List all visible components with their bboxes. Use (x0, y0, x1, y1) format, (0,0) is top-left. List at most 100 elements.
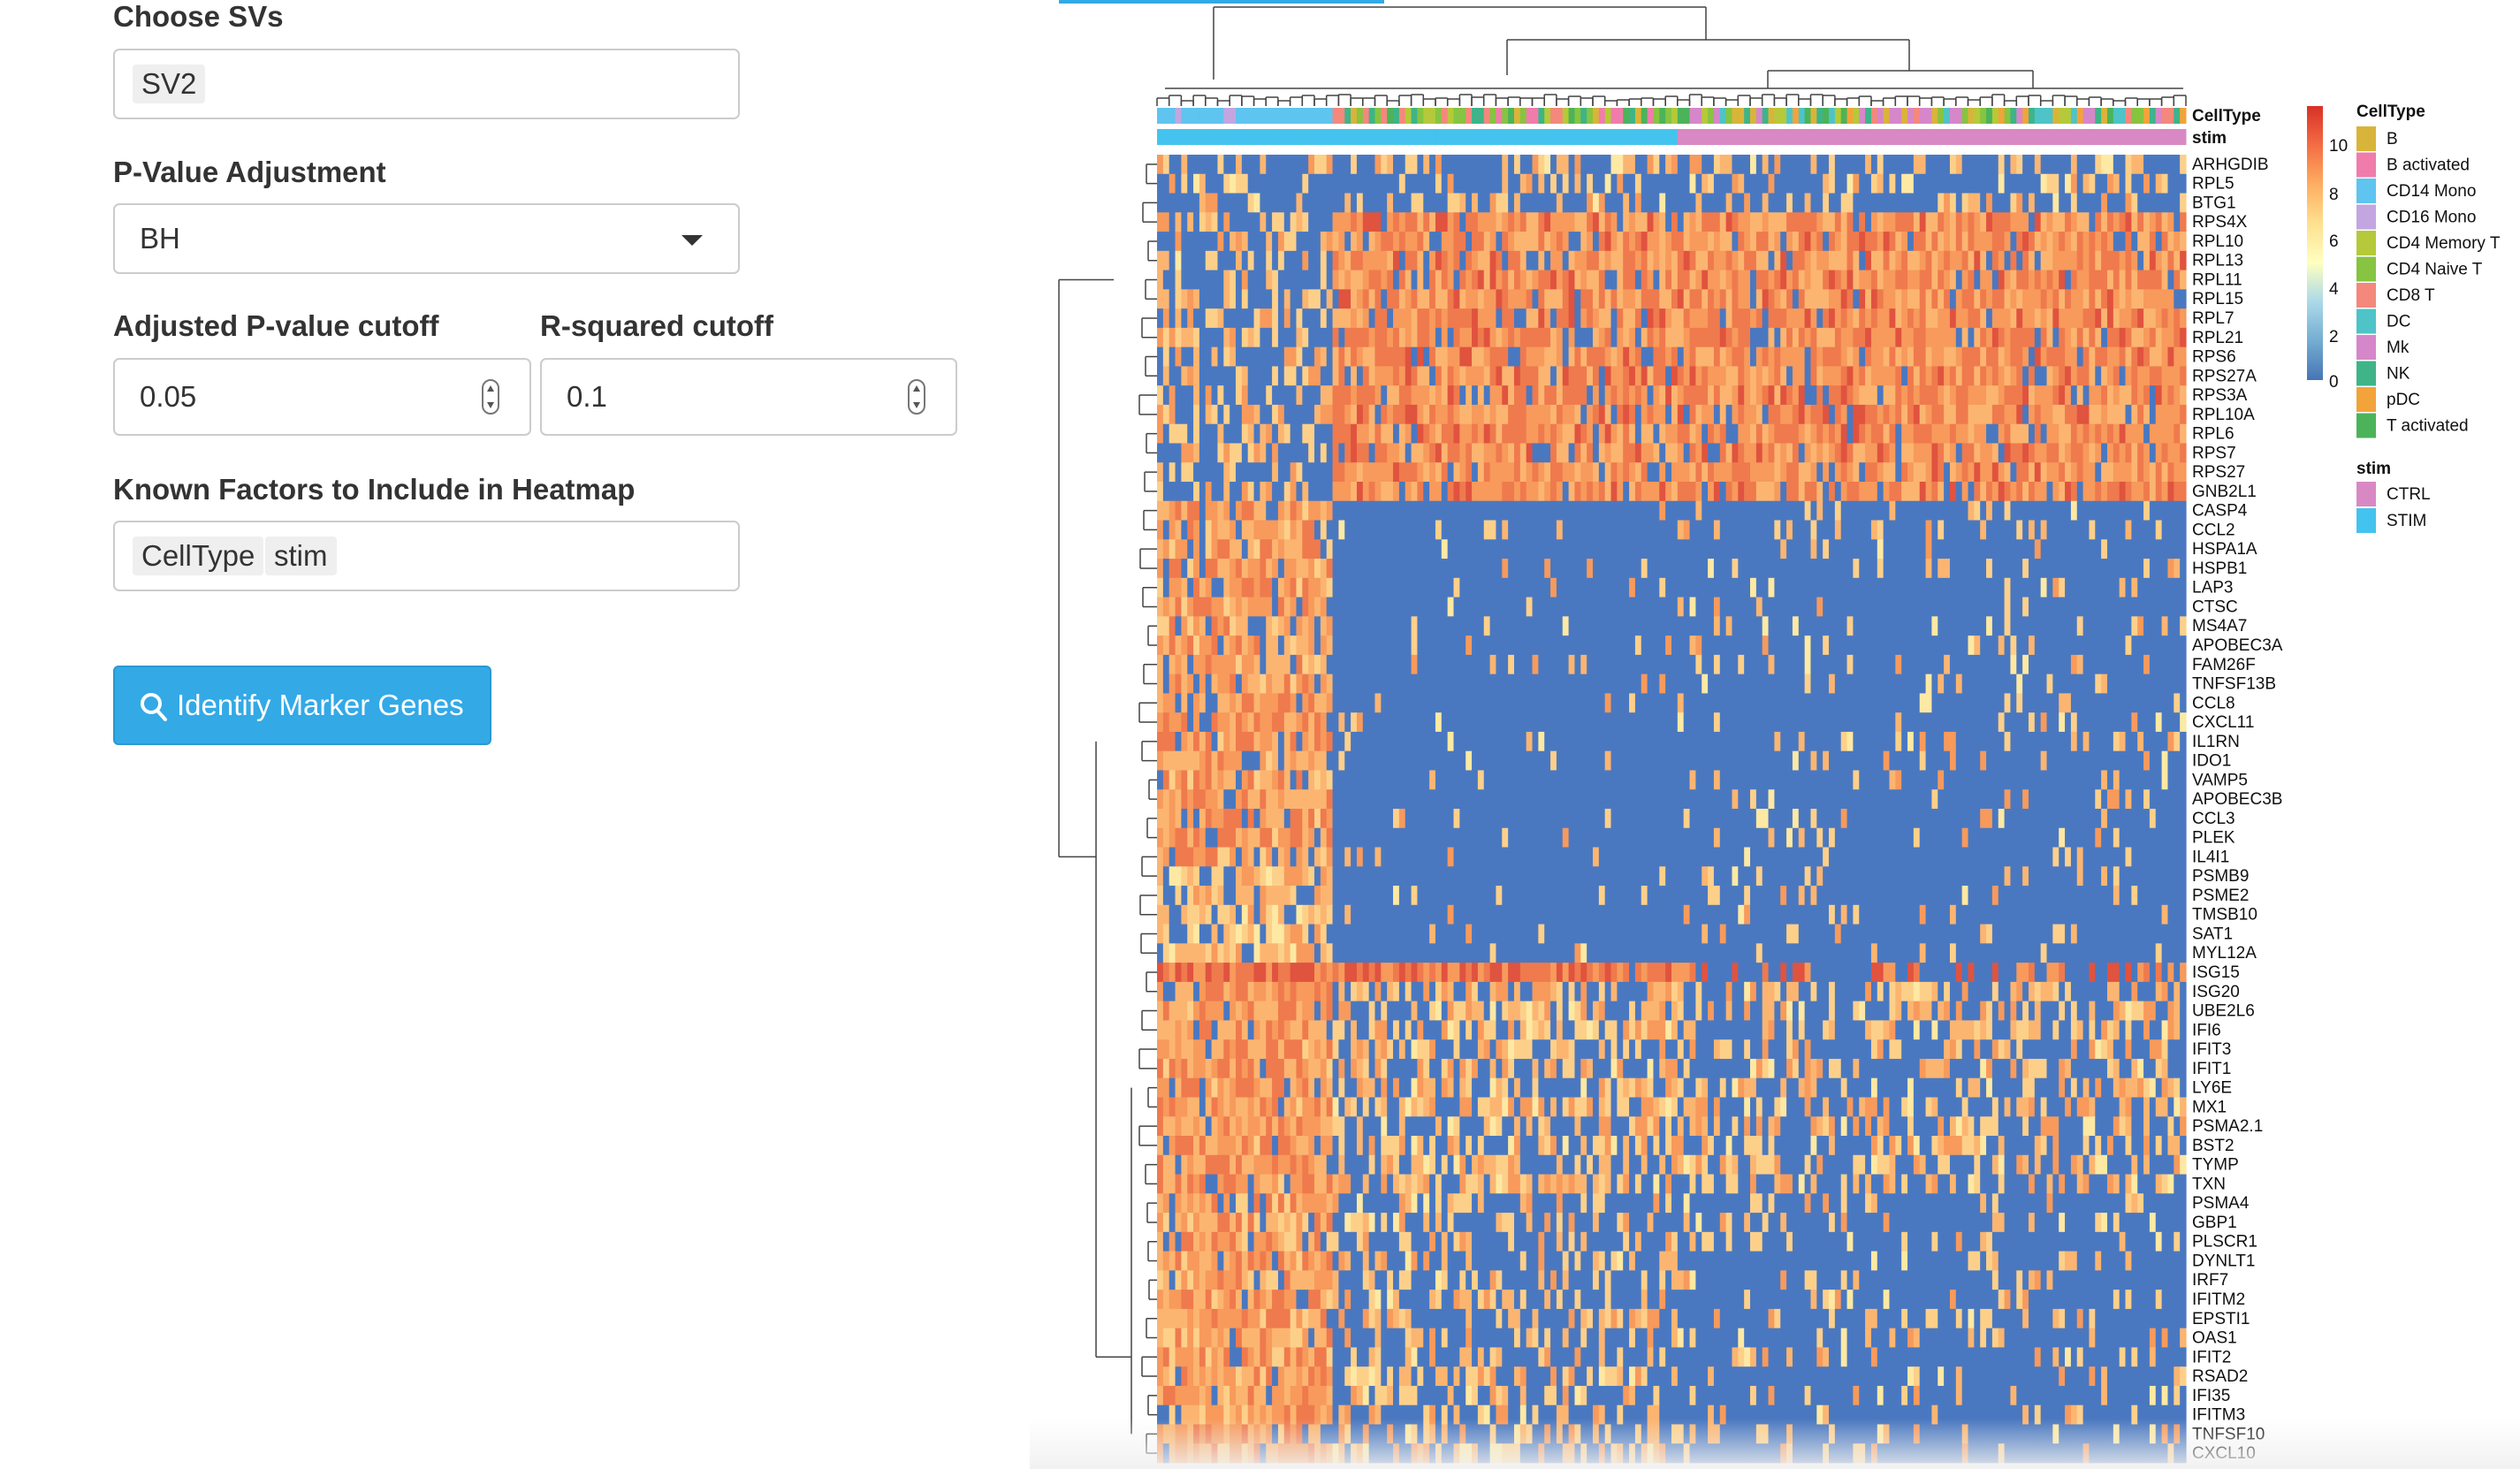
heatmap-cell (1653, 423, 1660, 444)
heatmap-cell (2119, 1116, 2127, 1137)
heatmap-cell (1302, 193, 1345, 213)
heatmap-cell (1193, 539, 1200, 559)
heatmap-cell (1550, 981, 1557, 1002)
heatmap-cell (1913, 327, 1927, 348)
heatmap-cell (1266, 809, 1285, 829)
factor-chip-stim[interactable]: stim (265, 537, 337, 575)
heatmap-cell (1387, 270, 1394, 290)
heatmap-cell (1466, 366, 1485, 386)
heatmap-cell (1562, 981, 1570, 1002)
heatmap-cell (1702, 155, 1715, 175)
heatmap-cell (2101, 423, 2108, 444)
chevron-down-icon[interactable] (681, 235, 703, 246)
heatmap-cell (1326, 654, 1412, 675)
adj-pvalue-cutoff-input[interactable]: 0.05 (113, 358, 531, 436)
heatmap-cell (1865, 232, 1878, 252)
heatmap-cell (1296, 577, 1303, 597)
known-factors-select[interactable]: CellType stim (113, 521, 740, 591)
heatmap-cell (1236, 232, 1243, 252)
heatmap-cell (1447, 731, 1455, 752)
heatmap-cell (1338, 1058, 1345, 1079)
heatmap-cell (1175, 346, 1182, 367)
heatmap-cell (1253, 981, 1267, 1002)
celltype-annotation-cell (1332, 108, 1339, 124)
number-spinner-icon[interactable] (482, 379, 499, 415)
heatmap-cell (2155, 809, 2187, 829)
heatmap-cell (2125, 366, 2132, 386)
heatmap-cell (2022, 1116, 2029, 1137)
heatmap-cell (1823, 1097, 1830, 1117)
heatmap-cell (1810, 963, 1872, 983)
heatmap-cell (2143, 963, 2151, 983)
heatmap-cell (2022, 385, 2029, 406)
factor-chip-celltype[interactable]: CellType (133, 537, 264, 575)
heatmap-cell (2070, 443, 2084, 463)
heatmap-cell (1980, 636, 1999, 656)
heatmap-cell (1677, 1154, 1685, 1175)
rsquared-cutoff-input[interactable]: 0.1 (540, 358, 957, 436)
heatmap-cell (1260, 693, 1279, 713)
heatmap-cell (2119, 1020, 2127, 1040)
heatmap-cell (1193, 847, 1207, 867)
heatmap-cell (1283, 559, 1298, 579)
heatmap-cell (1314, 346, 1321, 367)
heatmap-cell (1459, 963, 1466, 983)
heatmap-cell (1719, 346, 1727, 367)
heatmap-cell (1260, 559, 1267, 579)
heatmap-cell (1610, 693, 1630, 713)
heatmap-cell (1580, 155, 1612, 175)
heatmap-cell (1502, 1001, 1509, 1021)
heatmap-cell (1398, 327, 1406, 348)
heatmap-cell (2082, 289, 2090, 309)
heatmap-cell (1187, 366, 1194, 386)
heatmap-cell (1604, 385, 1612, 406)
heatmap-cell (1762, 308, 1770, 329)
heatmap-cell (1883, 1136, 1891, 1156)
heatmap-cell (1768, 346, 1775, 367)
heatmap-cell (2016, 963, 2029, 983)
heatmap-cell (1175, 827, 1188, 848)
heatmap-cell (2059, 712, 2066, 733)
heatmap-cell (2143, 750, 2151, 771)
heatmap-cell (1587, 443, 1594, 463)
heatmap-cell (1381, 1077, 1388, 1098)
stim-annotation-cell (1162, 129, 1170, 145)
heatmap-cell (1980, 462, 1993, 483)
heatmap-cell (1750, 1039, 1763, 1060)
celltype-annotation-cell (1236, 108, 1243, 124)
heatmap-cell (1435, 346, 1449, 367)
heatmap-cell (1483, 1116, 1491, 1137)
choose-svs-select[interactable]: SV2 (113, 49, 740, 119)
stim-annotation-cell (1804, 129, 1811, 145)
heatmap-cell (1296, 212, 1303, 232)
heatmap-cell (1617, 385, 1624, 406)
heatmap-cell (1877, 943, 1921, 963)
heatmap-cell (1823, 232, 1830, 252)
heatmap-cell (1804, 232, 1812, 252)
heatmap-cell (1466, 443, 1473, 463)
heatmap-cell (1859, 385, 1878, 406)
heatmap-cell (2010, 482, 2017, 502)
heatmap-cell (2065, 963, 2090, 983)
pvalue-adjustment-select[interactable]: BH (113, 203, 740, 274)
heatmap-cell (1320, 232, 1328, 252)
heatmap-cell (1792, 366, 1806, 386)
heatmap-cell (1320, 1039, 1328, 1060)
celltype-annotation-cell (1840, 108, 1848, 124)
heatmap-cell (1374, 1097, 1382, 1117)
heatmap-cell (1314, 1136, 1321, 1156)
heatmap-cell (1247, 674, 1260, 694)
heatmap-cell (1955, 308, 1969, 329)
heatmap-cell (1925, 943, 1951, 963)
heatmap-cell (2010, 155, 2017, 175)
number-spinner-icon[interactable] (908, 379, 925, 415)
heatmap-cell (1634, 308, 1642, 329)
heatmap-cell (2180, 1116, 2187, 1137)
heatmap-cell (1634, 193, 1642, 213)
heatmap-cell (1804, 289, 1830, 309)
identify-marker-genes-button[interactable]: Identify Marker Genes (113, 666, 491, 745)
heatmap-cell (1253, 404, 1260, 425)
selected-sv-chip[interactable]: SV2 (133, 65, 206, 103)
heatmap-cell (1568, 270, 1576, 290)
adj-pvalue-cutoff-value: 0.05 (140, 380, 197, 413)
